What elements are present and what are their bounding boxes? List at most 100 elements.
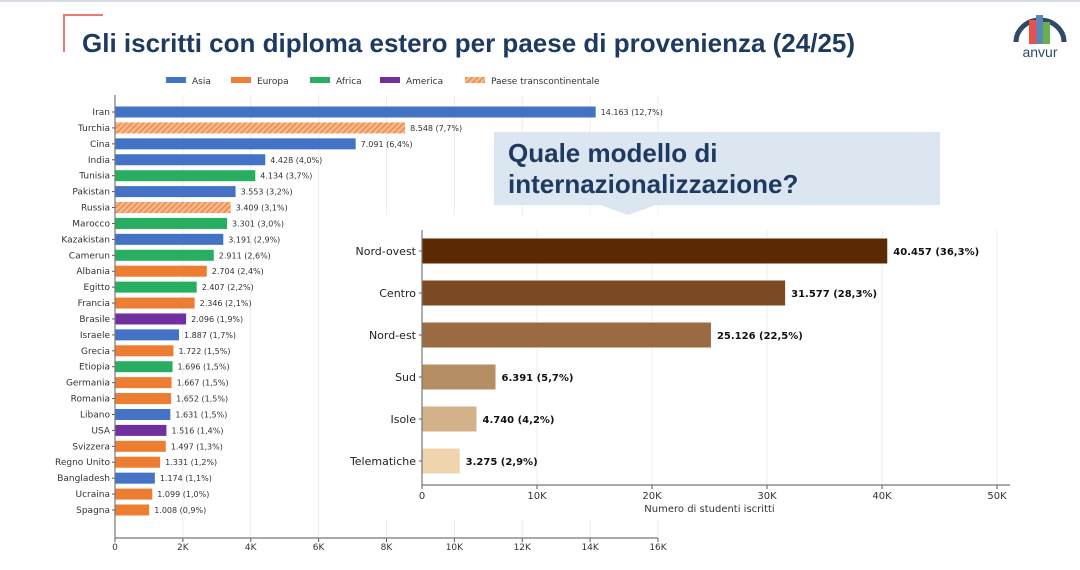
x-tick-label: 10K <box>527 491 547 502</box>
data-label: 1.516 (1,4%) <box>171 426 223 435</box>
data-label: 14.163 (12,7%) <box>601 108 663 117</box>
bar-tunisia <box>115 170 256 182</box>
x-tick-label: 12K <box>514 543 532 553</box>
bar-brasile <box>115 313 187 325</box>
bar-russia <box>115 202 231 214</box>
data-label: 4.428 (4,0%) <box>270 156 322 165</box>
data-label: 4.740 (4,2%) <box>483 415 555 426</box>
bar-spagna <box>115 504 150 516</box>
data-label: 40.457 (36,3%) <box>893 247 979 258</box>
callout-line-1: Quale modello di <box>508 138 718 168</box>
x-tick-label: 4K <box>245 543 258 553</box>
title-accent-vertical <box>63 14 65 52</box>
slide-title: Gli iscritti con diploma estero per paes… <box>82 28 856 58</box>
legend-label: America <box>406 77 443 87</box>
bar-nord-est <box>422 322 711 348</box>
x-tick-label: 16K <box>649 543 667 553</box>
bar-germania <box>115 377 172 389</box>
bar-etiopia <box>115 361 173 373</box>
category-label: Regno Unito <box>55 458 110 468</box>
category-label: Tunisia <box>78 172 110 182</box>
data-label: 3.275 (2,9%) <box>466 457 538 468</box>
legend-swatch-europa <box>231 77 251 83</box>
data-label: 4.134 (3,7%) <box>260 172 312 181</box>
bar-pakistan <box>115 186 236 198</box>
category-label: USA <box>91 426 110 436</box>
bar-romania <box>115 393 172 405</box>
bar-israele <box>115 329 180 341</box>
category-label: Camerun <box>69 251 110 261</box>
data-label: 8.548 (7,7%) <box>410 124 462 133</box>
data-label: 25.126 (22,5%) <box>717 331 803 342</box>
bar-marocco <box>115 217 228 229</box>
category-label: Romania <box>71 395 110 405</box>
data-label: 1.008 (0,9%) <box>154 506 206 515</box>
category-label: Francia <box>78 299 110 309</box>
x-tick-label: 8K <box>381 543 394 553</box>
region-bar-chart: 0 10K 20K 30K 40K 50K Nord-ovest 40.457 (36,3%)… <box>325 215 1025 520</box>
category-label: Nord-est <box>369 329 417 342</box>
bar-sud <box>422 364 496 390</box>
data-label: 1.631 (1,5%) <box>175 410 227 419</box>
bar-camerun <box>115 249 214 261</box>
data-label: 2.704 (2,4%) <box>212 267 264 276</box>
bar-telematiche <box>422 448 460 474</box>
category-label: Turchia <box>77 124 110 134</box>
category-label: Israele <box>80 331 111 341</box>
svg-text:anvur: anvur <box>1022 44 1057 60</box>
x-tick-label: 0 <box>419 491 425 502</box>
data-label: 3.409 (3,1%) <box>236 204 288 213</box>
category-label: Centro <box>379 287 416 300</box>
bar-turchia <box>115 122 406 134</box>
bar-svizzera <box>115 440 166 452</box>
callout-pointer <box>600 205 656 215</box>
data-label: 1.887 (1,7%) <box>184 331 236 340</box>
x-tick-label: 2K <box>177 543 190 553</box>
legend-label: Asia <box>192 77 211 87</box>
bar-centro <box>422 280 786 306</box>
x-tick-label: 30K <box>757 491 777 502</box>
category-label: Iran <box>92 108 110 118</box>
bar-grecia <box>115 345 174 357</box>
category-label: Egitto <box>84 283 111 293</box>
category-label: Isole <box>390 413 416 426</box>
category-label: Spagna <box>76 506 110 516</box>
bar-india <box>115 154 266 166</box>
bar-cina <box>115 138 356 150</box>
data-label: 1.652 (1,5%) <box>176 395 228 404</box>
legend-swatch-america <box>380 77 400 83</box>
legend-label: Paese transcontinentale <box>491 77 600 87</box>
legend-label: Africa <box>336 77 362 87</box>
legend-swatch-asia <box>166 77 186 83</box>
data-label: 3.301 (3,0%) <box>232 219 284 228</box>
category-label: Brasile <box>79 315 110 325</box>
bar-kazakistan <box>115 233 224 245</box>
bar-usa <box>115 424 167 436</box>
data-label: 2.407 (2,2%) <box>202 283 254 292</box>
category-label: Pakistan <box>72 188 110 198</box>
bar-regno-unito <box>115 456 161 468</box>
title-accent <box>63 14 103 16</box>
category-label: Bangladesh <box>57 474 110 484</box>
data-label: 31.577 (28,3%) <box>791 289 877 300</box>
x-tick-label: 50K <box>987 491 1007 502</box>
anvur-logo: anvur <box>1013 15 1067 60</box>
category-label: Grecia <box>81 347 110 357</box>
x-tick-label: 20K <box>642 491 662 502</box>
data-label: 2.346 (2,1%) <box>200 299 252 308</box>
data-label: 1.722 (1,5%) <box>178 347 230 356</box>
category-label: Cina <box>90 140 110 150</box>
category-label: Svizzera <box>72 442 110 452</box>
legend-swatch-africa <box>310 77 330 83</box>
category-label: Ucraina <box>76 490 110 500</box>
category-label: India <box>88 156 110 166</box>
x-axis-title: Numero di studenti iscritti <box>644 504 774 515</box>
callout-line-2: internazionalizzazione? <box>508 169 799 199</box>
category-label: Etiopia <box>79 363 110 373</box>
bar-egitto <box>115 281 197 293</box>
data-label: 7.091 (6,4%) <box>361 140 413 149</box>
data-label: 2.096 (1,9%) <box>191 315 243 324</box>
data-label: 2.911 (2,6%) <box>219 251 271 260</box>
category-label: Libano <box>80 410 110 420</box>
